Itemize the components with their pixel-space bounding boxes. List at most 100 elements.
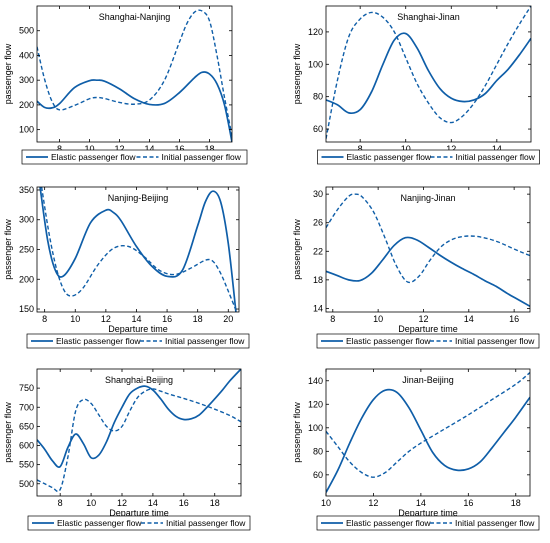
x-axis-label: Departure time (398, 508, 458, 518)
x-tick-label: 12 (418, 314, 428, 324)
legend-label-elastic: Elastic passenger flow (51, 152, 136, 162)
chart-panel-5: 8 10 12 14 16 18 500 550 600 650 700 750 Shanghai-Be… (3, 368, 251, 531)
chart-panel-3: 8 10 12 14 16 18 20 150 200 250 300 350 Nanjing-Beij… (3, 185, 250, 349)
series-line-elastic (39, 187, 237, 312)
y-tick-label: 140 (308, 376, 323, 386)
y-axis-label: passenger flow (3, 43, 13, 104)
y-tick-label: 350 (19, 185, 34, 195)
x-tick-label: 18 (204, 144, 214, 154)
y-tick-label: 650 (19, 421, 34, 431)
y-tick-label: 500 (19, 26, 34, 36)
legend-label-elastic: Elastic passenger flow (346, 518, 431, 528)
y-tick-label: 400 (19, 50, 34, 60)
x-tick-label: 10 (84, 144, 94, 154)
y-tick-label: 30 (313, 189, 323, 199)
legend-label-elastic: Elastic passenger flow (346, 336, 431, 346)
y-tick-label: 200 (19, 274, 34, 284)
x-tick-label: 8 (358, 144, 363, 154)
y-tick-label: 700 (19, 402, 34, 412)
y-axis-label: passenger flow (292, 43, 302, 104)
plot-frame (36, 368, 242, 497)
chart-title: Jinan-Beijing (402, 375, 454, 385)
y-tick-label: 14 (313, 303, 323, 313)
x-tick-label: 10 (70, 314, 80, 324)
y-axis-label: passenger flow (3, 402, 13, 463)
chart-title: Nanjing-Jinan (400, 193, 455, 203)
x-tick-label: 16 (509, 314, 519, 324)
y-tick-label: 300 (19, 215, 34, 225)
y-axis-label: passenger flow (3, 219, 13, 280)
x-tick-label: 16 (463, 498, 473, 508)
legend-label-initial: Initial passenger flow (455, 336, 535, 346)
y-tick-label: 80 (313, 446, 323, 456)
x-tick-label: 8 (57, 144, 62, 154)
y-tick-label: 26 (313, 218, 323, 228)
y-tick-label: 100 (308, 59, 323, 69)
series-line-elastic (326, 236, 530, 308)
legend-label-initial: Initial passenger flow (162, 152, 242, 162)
x-tick-label: 18 (210, 498, 220, 508)
legend-label-initial: Initial passenger flow (456, 152, 536, 162)
y-tick-label: 250 (19, 245, 34, 255)
x-tick-label: 10 (86, 498, 96, 508)
y-tick-label: 60 (313, 470, 323, 480)
x-tick-label: 12 (117, 498, 127, 508)
y-tick-label: 18 (313, 275, 323, 285)
x-tick-label: 12 (368, 498, 378, 508)
legend: Elastic passenger flow Initial passenger … (316, 333, 540, 349)
legend-label-elastic: Elastic passenger flow (57, 518, 142, 528)
legend-box (317, 149, 540, 165)
legend: Elastic passenger flow Initial passenger … (317, 149, 540, 165)
y-tick-label: 120 (308, 399, 323, 409)
x-tick-label: 12 (101, 314, 111, 324)
legend-box (316, 515, 540, 531)
series-line-initial (40, 187, 237, 311)
y-tick-label: 22 (313, 246, 323, 256)
legend-box (26, 333, 250, 349)
y-tick-label: 750 (19, 383, 34, 393)
legend-label-initial: Initial passenger flow (455, 518, 535, 528)
legend-box (27, 515, 251, 531)
y-axis-label: passenger flow (292, 402, 302, 463)
series-line-initial (37, 388, 241, 493)
y-tick-label: 500 (19, 479, 34, 489)
x-tick-label: 20 (223, 314, 233, 324)
series-line-initial (37, 9, 232, 136)
x-tick-label: 8 (330, 314, 335, 324)
y-tick-label: 200 (19, 100, 34, 110)
x-tick-label: 14 (416, 498, 426, 508)
y-tick-label: 600 (19, 441, 34, 451)
legend-box (316, 333, 540, 349)
legend: Elastic passenger flow Initial passenger … (27, 515, 251, 531)
plot-frame (325, 186, 531, 313)
plot-frame (325, 5, 532, 143)
series-line-initial (326, 193, 530, 284)
chart-title: Shanghai-Jinan (397, 12, 460, 22)
chart-title: Shanghai-Beijing (105, 375, 173, 385)
series-line-elastic (326, 32, 531, 115)
legend: Elastic passenger flow Initial passenger … (21, 149, 248, 165)
x-tick-label: 12 (114, 144, 124, 154)
y-tick-label: 80 (313, 92, 323, 102)
x-tick-label: 16 (162, 314, 172, 324)
y-tick-label: 300 (19, 75, 34, 85)
y-tick-label: 60 (313, 124, 323, 134)
legend-label-initial: Initial passenger flow (165, 336, 245, 346)
x-tick-label: 14 (144, 144, 154, 154)
legend-label-initial: Initial passenger flow (166, 518, 246, 528)
x-tick-label: 18 (511, 498, 521, 508)
x-tick-label: 10 (373, 314, 383, 324)
y-tick-label: 100 (19, 125, 34, 135)
x-tick-label: 10 (321, 498, 331, 508)
chart-panel-6: 10 12 14 16 18 60 80 100 120 140 Jinan-Beijing Depa… (292, 368, 540, 531)
y-tick-label: 120 (308, 27, 323, 37)
x-tick-label: 18 (193, 314, 203, 324)
legend-box (21, 149, 248, 165)
x-tick-label: 14 (148, 498, 158, 508)
x-axis-label: Departure time (398, 324, 458, 334)
x-tick-label: 14 (131, 314, 141, 324)
legend: Elastic passenger flow Initial passenger … (316, 515, 540, 531)
y-tick-label: 100 (308, 423, 323, 433)
x-tick-label: 14 (492, 144, 502, 154)
